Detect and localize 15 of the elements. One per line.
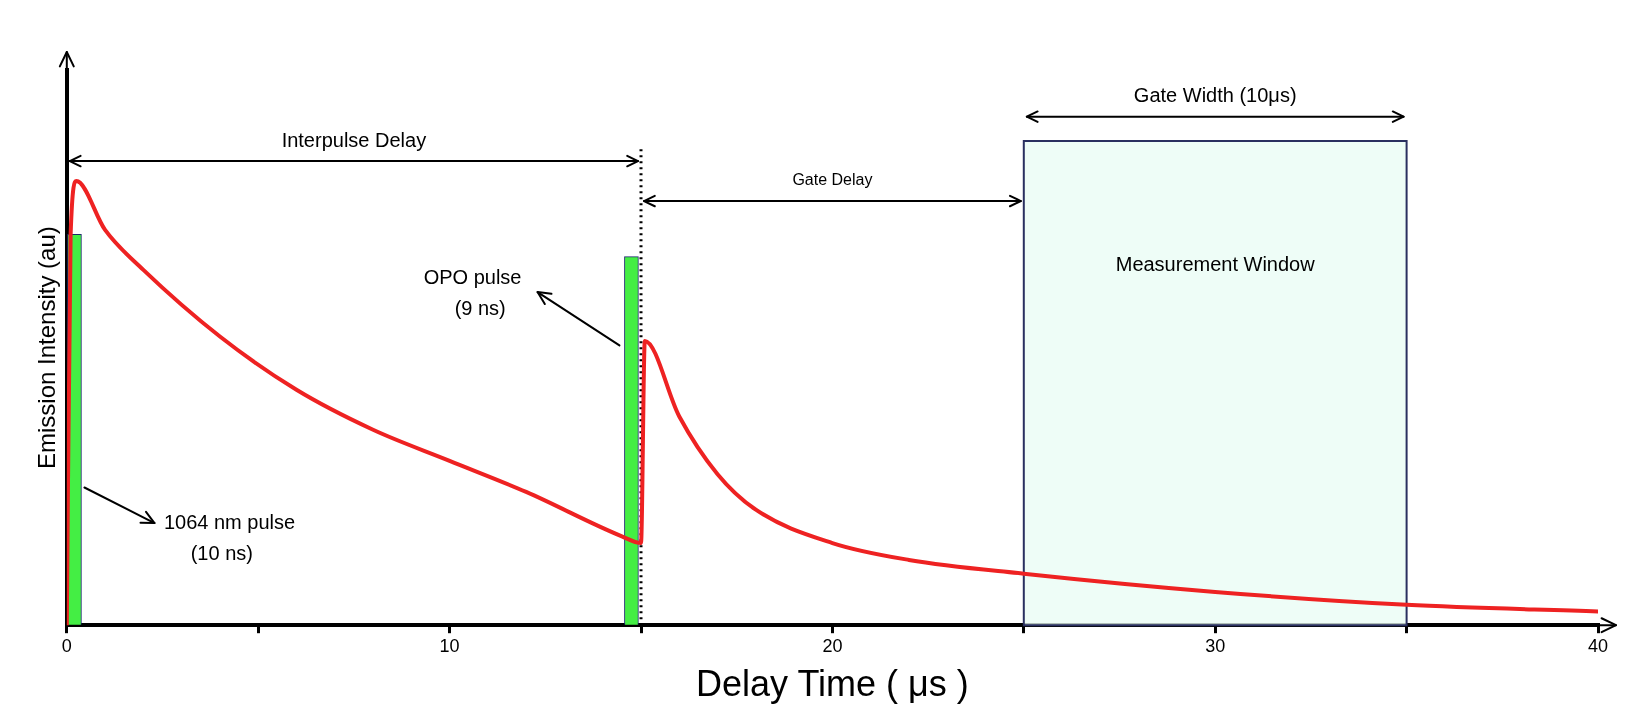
- x-tick-label: 10: [439, 635, 460, 656]
- annotation: 1064 nm pulse: [163, 510, 296, 533]
- annotation: Gate Delay: [792, 171, 873, 189]
- annotation: (10 ns): [190, 541, 253, 564]
- annotation: OPO pulse: [423, 266, 522, 289]
- x-tick-label: 20: [822, 635, 843, 656]
- x-tick-label: 0: [61, 635, 72, 656]
- y-axis-title: Emission Intensity (au): [33, 226, 61, 469]
- text: Interpulse Delay: [281, 128, 427, 151]
- x-axis-title: Delay Time ( μs ): [696, 663, 969, 705]
- annotation: (9 ns): [454, 297, 506, 320]
- x-tick-label: 30: [1205, 635, 1226, 656]
- band-label: Measurement Window: [1115, 252, 1316, 275]
- text: Gate Width (10μs): [1133, 84, 1297, 107]
- x-tick-label: 40: [1587, 635, 1609, 656]
